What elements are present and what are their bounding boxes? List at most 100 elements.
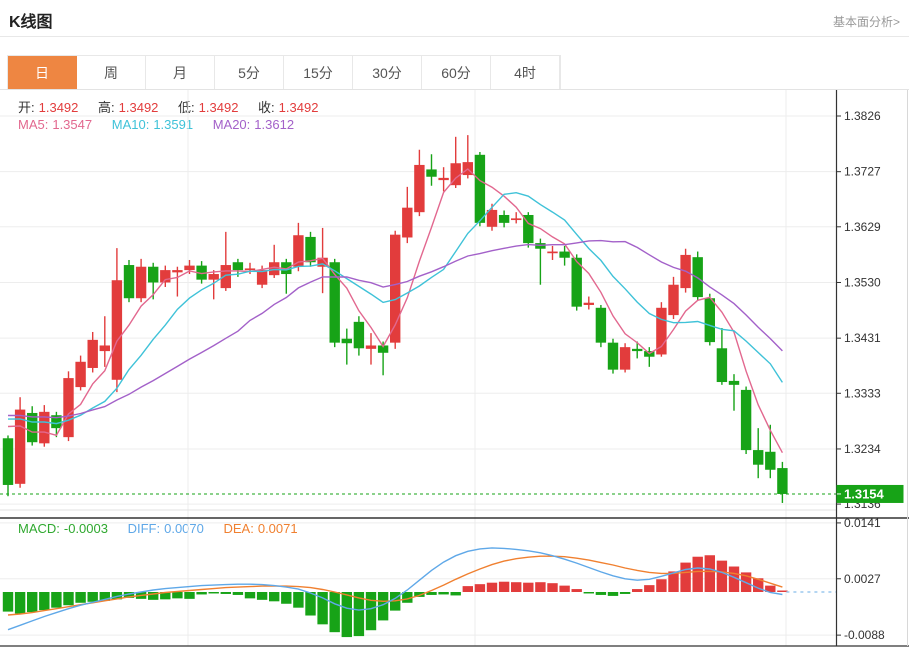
ma20-value: 1.3612 <box>254 117 295 132</box>
macd-histogram-bar <box>293 592 304 608</box>
candle-down <box>353 321 365 349</box>
candle-up <box>656 307 667 355</box>
candle-down <box>498 214 510 223</box>
candle-down <box>740 389 752 451</box>
low-value: 1.3492 <box>198 100 239 115</box>
candle-down <box>341 338 352 344</box>
macd-histogram-bar <box>75 592 86 603</box>
ma10-label: MA10: <box>111 117 150 132</box>
candle-down <box>329 262 340 343</box>
ma5-line <box>7 168 784 454</box>
diff-value: 0.0070 <box>164 521 204 536</box>
candle-down <box>728 380 740 385</box>
candle-down <box>595 307 607 343</box>
tab-5min[interactable]: 5分 <box>215 56 284 90</box>
candle-up <box>511 218 522 221</box>
page-title: K线图 <box>9 14 53 31</box>
macd-histogram-bar <box>111 592 123 600</box>
candle-down <box>51 415 62 429</box>
ma20-label: MA20: <box>212 117 251 132</box>
price-tick-label: 1.3431 <box>844 331 881 345</box>
fundamental-analysis-link[interactable]: 基本面分析> <box>832 15 900 29</box>
macd-histogram-bar <box>765 585 776 592</box>
macd-histogram-bar <box>728 566 740 592</box>
macd-histogram-bar <box>607 592 619 596</box>
macd-histogram-bar <box>777 590 788 592</box>
tab-30min[interactable]: 30分 <box>353 56 422 90</box>
candle-up <box>317 257 328 267</box>
candle-up <box>365 345 377 349</box>
macd-histogram-bar <box>2 592 14 612</box>
candle-down <box>523 214 534 244</box>
candle-down <box>716 348 728 383</box>
macd-histogram-bar <box>474 584 486 592</box>
close-label: 收: <box>258 100 275 115</box>
macd-histogram-bar <box>27 592 38 613</box>
candle-down <box>474 154 486 223</box>
ma10-line <box>7 191 783 425</box>
macd-histogram-bar <box>160 592 171 600</box>
tab-week[interactable]: 周 <box>77 56 146 90</box>
candle-up <box>486 209 498 227</box>
high-label: 高: <box>98 100 115 115</box>
macd-histogram-bar <box>281 592 292 604</box>
kline-chart-canvas[interactable]: 1.3826 1.3727 1.3629 1.3530 1.3431 1.3333 1.32… <box>0 90 909 647</box>
ma5-label: MA5: <box>18 117 49 132</box>
candle-down <box>148 266 159 283</box>
macd-tick-label: -0.0088 <box>844 628 885 642</box>
candle-down <box>607 342 619 370</box>
titlebar: K线图 基本面分析> <box>0 0 909 37</box>
candle-up <box>293 235 304 267</box>
candle-up <box>619 347 631 370</box>
candle-up <box>14 409 26 484</box>
macd-histogram-bar <box>656 579 667 592</box>
tab-15min[interactable]: 15分 <box>284 56 353 90</box>
candle-down <box>777 468 788 494</box>
macd-histogram-bar <box>426 592 437 595</box>
last-price-tag <box>836 484 904 503</box>
macd-histogram-bar <box>148 592 159 600</box>
candle-up <box>63 378 74 438</box>
tab-60min[interactable]: 60分 <box>422 56 491 90</box>
candle-up <box>547 251 558 254</box>
macd-histogram-bar <box>547 583 558 592</box>
macd-histogram-bar <box>365 592 377 631</box>
macd-histogram-bar <box>486 582 498 592</box>
candle-down <box>2 438 14 485</box>
macd-histogram-bar <box>123 592 135 598</box>
candle-down <box>765 451 776 470</box>
macd-histogram-bar <box>208 592 219 594</box>
candle-up <box>583 302 594 305</box>
tab-month[interactable]: 月 <box>146 56 215 90</box>
macd-histogram-bar <box>523 582 534 592</box>
candle-down <box>632 348 643 352</box>
tab-4hour[interactable]: 4时 <box>491 56 560 90</box>
ma-row: MA5: 1.3547 MA10: 1.3591 MA20: 1.3612 <box>18 117 298 132</box>
price-tick-label: 1.3727 <box>844 165 881 179</box>
open-value: 1.3492 <box>38 100 79 115</box>
candle-up <box>668 284 679 316</box>
candle-up <box>135 266 147 299</box>
macd-histogram-bar <box>632 589 643 592</box>
candle-up <box>87 339 98 368</box>
diff-line <box>7 547 783 631</box>
macd-histogram-bar <box>462 586 473 592</box>
macd-histogram-bar <box>172 592 183 599</box>
candle-up <box>390 234 401 343</box>
candle-down <box>123 265 135 299</box>
tab-day[interactable]: 日 <box>8 56 77 90</box>
candle-up <box>269 262 280 276</box>
candle-down <box>571 257 582 307</box>
candle-down <box>426 169 437 177</box>
macd-histogram-bar <box>450 592 461 596</box>
candle-up <box>184 265 195 271</box>
macd-histogram-bar <box>220 592 231 594</box>
macd-header-row: MACD: -0.0003 DIFF: 0.0070 DEA: 0.0071 <box>18 521 302 536</box>
macd-histogram-bar <box>668 571 679 592</box>
tabbar-divider <box>0 89 909 90</box>
macd-value: -0.0003 <box>63 521 108 536</box>
candle-down <box>704 298 715 343</box>
macd-histogram-bar <box>99 592 110 601</box>
candle-up <box>160 270 171 283</box>
price-tick-label: 1.3826 <box>844 109 881 123</box>
